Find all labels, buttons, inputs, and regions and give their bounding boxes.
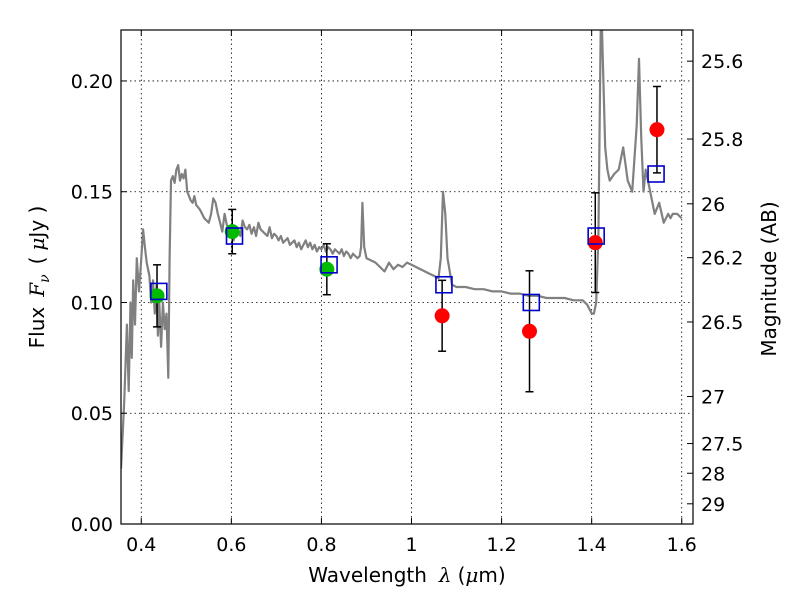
magnitude-tick-label: 25.6	[701, 51, 743, 73]
y-tick-label: 0.15	[71, 182, 113, 204]
x-tick-label: 0.4	[126, 534, 156, 556]
data-point	[522, 323, 538, 339]
model-point	[320, 256, 338, 274]
magnitude-tick-label: 26.5	[701, 312, 743, 334]
magnitude-tick-label: 28	[701, 463, 725, 485]
data-point	[587, 235, 603, 251]
x-axis-ticks: 0.4 0.6 0.8 1 1.2 1.4 1.6	[126, 30, 697, 556]
x-tick-label: 1.4	[577, 534, 607, 556]
magnitude-tick-label: 27.5	[701, 434, 743, 456]
y-tick-label: 0.00	[71, 514, 113, 536]
magnitude-axis-title: Magnitude (AB)	[757, 201, 781, 356]
photometry-points	[149, 85, 665, 393]
magnitude-tick-label: 25.8	[701, 129, 743, 151]
plot-area	[121, 30, 683, 469]
x-axis-title: Wavelength λ (μm)	[308, 563, 505, 587]
x-tick-label: 1.2	[486, 534, 516, 556]
grid-lines	[121, 30, 693, 525]
y-axis-ticks: 0.00 0.05 0.10 0.15 0.20	[71, 71, 127, 536]
model-point	[150, 282, 168, 301]
data-point	[149, 288, 165, 304]
model-point	[435, 275, 453, 294]
model-point	[587, 227, 605, 245]
data-point	[649, 122, 665, 138]
plot-frame	[120, 29, 694, 525]
y-tick-label: 0.20	[71, 71, 113, 93]
x-tick-label: 1.6	[667, 534, 697, 556]
model-point	[225, 227, 244, 245]
y-tick-label: 0.10	[71, 292, 113, 314]
model-spectrum	[121, 30, 683, 469]
y-tick-label: 0.05	[71, 403, 113, 425]
x-tick-label: 0.8	[306, 534, 336, 556]
magnitude-tick-label: 26.2	[701, 248, 743, 270]
magnitude-tick-label: 29	[701, 494, 725, 516]
x-tick-label: 0.6	[216, 534, 246, 556]
model-spectrum-line	[121, 30, 683, 469]
model-point	[522, 293, 541, 312]
magnitude-axis-ticks: 25.6 25.8 26 26.2 26.5 27 27.5 28 29	[687, 51, 743, 516]
magnitude-tick-label: 27	[701, 387, 725, 409]
magnitude-tick-label: 26	[701, 194, 725, 216]
data-point	[434, 308, 450, 324]
y-axis-title: FluxFν(μJy )	[25, 206, 53, 349]
model-point	[647, 165, 665, 183]
x-tick-label: 1	[405, 534, 417, 556]
